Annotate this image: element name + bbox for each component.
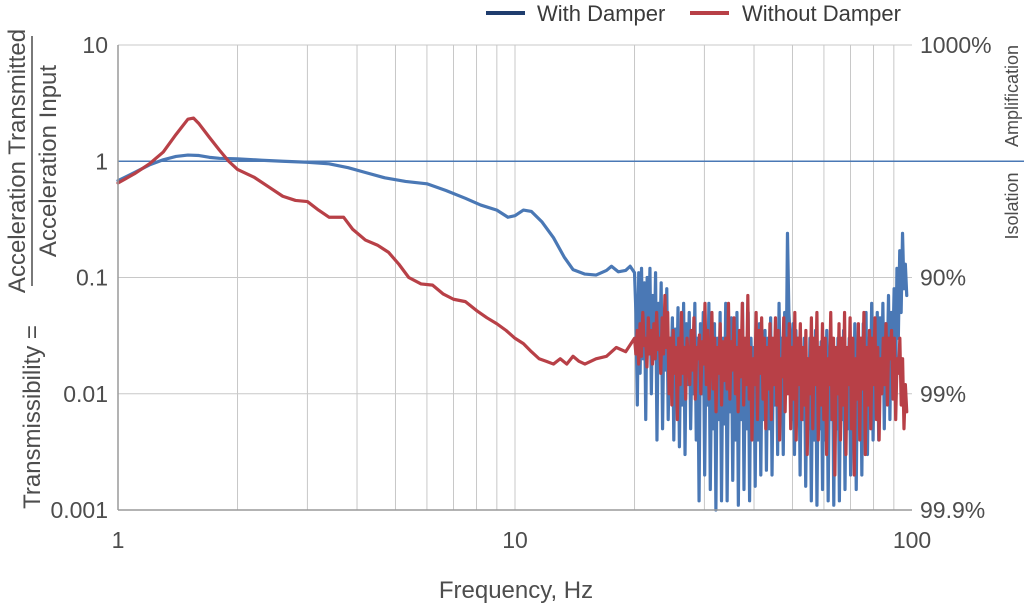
y-tick-label: 0.001 [50, 497, 108, 523]
right-tick-label: 99% [920, 381, 966, 407]
y-axis-title-prefix: Transmissibility = [19, 325, 46, 509]
series-line-without-damper [116, 116, 909, 477]
isolation-label: Isolation [1002, 172, 1022, 239]
legend-label-with-damper: With Damper [537, 1, 665, 26]
right-tick-label: 99.9% [920, 497, 985, 523]
y-tick-label: 1 [95, 148, 108, 174]
y-tick-label: 0.1 [76, 265, 108, 291]
y-tick-label: 10 [82, 32, 108, 58]
x-tick-label: 1 [112, 527, 125, 553]
x-tick-label: 100 [893, 527, 931, 553]
amplification-label: Amplification [1002, 45, 1022, 147]
y-axis-title: Transmissibility = Acceleration Transmit… [4, 29, 62, 509]
legend: With Damper Without Damper [486, 1, 901, 26]
x-tick-labels: 1 10 100 [112, 527, 932, 553]
x-axis-title: Frequency, Hz [439, 577, 593, 604]
y-axis-title-numerator: Acceleration Transmitted [4, 29, 31, 293]
x-tick-label: 10 [502, 527, 528, 553]
legend-label-without-damper: Without Damper [742, 1, 901, 26]
right-tick-label: 90% [920, 265, 966, 291]
y-tick-labels: 10 1 0.1 0.01 0.001 [50, 32, 108, 523]
y-axis-title-denominator: Acceleration Input [35, 65, 62, 257]
series-layer [116, 116, 909, 512]
right-tick-labels: 1000% 90% 99% 99.9% [920, 32, 992, 523]
y-tick-label: 0.01 [63, 381, 108, 407]
right-tick-label: 1000% [920, 32, 992, 58]
